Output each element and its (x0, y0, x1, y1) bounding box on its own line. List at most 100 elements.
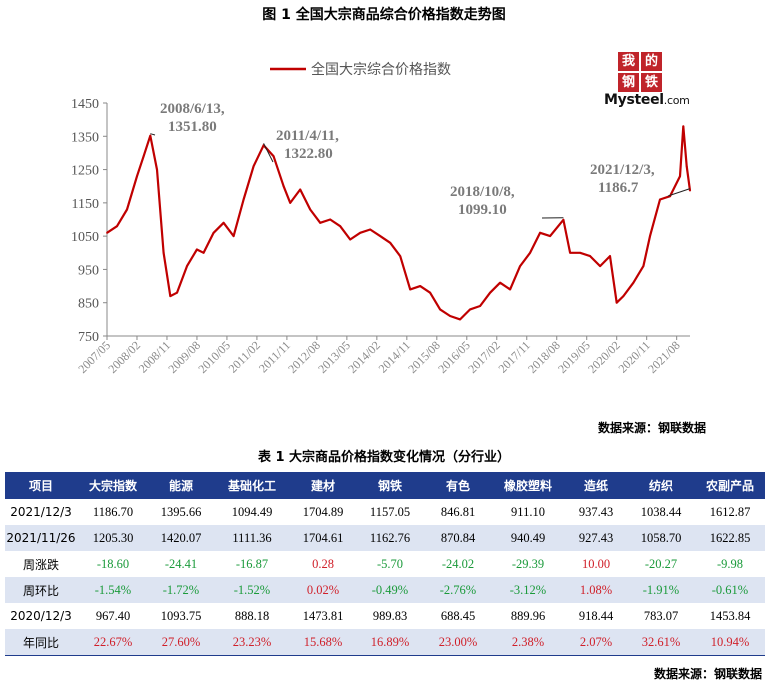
data-point (349, 238, 352, 241)
table-cell: 1157.05 (369, 504, 411, 519)
data-point (232, 235, 235, 238)
data-point (389, 241, 392, 244)
annotation-leader (263, 143, 274, 163)
data-point (459, 318, 462, 321)
data-point (489, 291, 492, 294)
data-point (419, 285, 422, 287)
x-tick-label: 2011/02 (226, 338, 263, 375)
x-tick-label: 2010/05 (195, 338, 233, 376)
x-tick-label: 2020/02 (585, 338, 623, 376)
table-header-cell: 橡胶塑料 (491, 472, 565, 499)
data-point (379, 235, 382, 238)
table-cell: 1205.30 (77, 525, 149, 551)
data-point (682, 125, 685, 128)
table-cell: 1111.36 (213, 525, 291, 551)
annotation-date: 2018/10/8, (450, 184, 515, 200)
table-header-cell: 能源 (149, 472, 213, 499)
annotation-value: 1351.80 (168, 119, 217, 135)
data-point (309, 208, 312, 211)
table-cell: 0.28 (312, 556, 334, 571)
data-point (176, 291, 178, 294)
table-row: 年同比 22.67% 27.60% 23.23% 15.68% 16.89% 23.00% 2… (5, 629, 765, 656)
data-point (599, 265, 601, 267)
table-cell: 1094.49 (231, 504, 273, 519)
x-tick-label: 2020/11 (615, 338, 652, 375)
table-cell: 10.94% (695, 629, 765, 656)
y-tick-label: 1350 (71, 130, 99, 145)
chart-source: 数据来源：钢联数据 (597, 421, 706, 435)
row-label: 年同比 (5, 629, 77, 656)
table-cell: -0.49% (355, 577, 425, 603)
data-point (186, 265, 188, 267)
data-point (429, 291, 432, 294)
table-header-cell: 钢铁 (355, 472, 425, 499)
data-point (642, 265, 645, 267)
annotation-leader (150, 133, 156, 136)
data-point (499, 281, 502, 284)
table-header-cell: 大宗指数 (77, 472, 149, 499)
x-tick-label: 2017/02 (465, 338, 503, 376)
table-row: 2020/12/3 967.40 1093.75 888.18 1473.81 989.8… (5, 603, 765, 629)
data-point (142, 155, 145, 158)
data-point (519, 265, 521, 267)
data-point (439, 308, 442, 311)
data-point (116, 225, 118, 228)
data-point (622, 295, 625, 297)
table-cell: 1453.84 (709, 608, 751, 623)
data-point (449, 315, 452, 317)
index-change-table: 项目 大宗指数 能源 基础化工 建材 钢铁 有色 橡胶塑料 造纸 纺织 农副产品 2021/12/3… (5, 472, 765, 656)
legend-label: 全国大宗综合价格指数 (311, 61, 451, 78)
data-point (589, 255, 591, 258)
table-header-cell: 基础化工 (213, 472, 291, 499)
table-cell: 1704.89 (302, 504, 344, 519)
table-cell: 2.07% (565, 629, 627, 656)
data-point (272, 155, 275, 158)
data-point (539, 231, 541, 234)
data-point (149, 134, 152, 137)
table-row: 2021/11/26 1205.30 1420.07 1111.36 1704.61 11… (5, 525, 765, 551)
data-point (169, 295, 172, 297)
table-source: 数据来源：钢联数据 (653, 667, 762, 681)
data-point (479, 305, 482, 307)
y-tick-label: 950 (78, 263, 99, 278)
table-cell: 23.23% (213, 629, 291, 656)
data-point (409, 288, 412, 291)
x-tick-label: 2015/08 (405, 338, 443, 376)
data-point (689, 189, 691, 192)
table-cell: 10.00 (581, 556, 611, 571)
y-tick-label: 750 (78, 330, 99, 345)
table-cell: 1093.75 (160, 608, 202, 623)
table-cell: 846.81 (440, 504, 476, 519)
table-cell: 1420.07 (149, 525, 213, 551)
data-point (106, 231, 108, 234)
data-point (196, 248, 198, 251)
table-header-cell: 建材 (291, 472, 355, 499)
table-cell: 967.40 (95, 608, 131, 623)
table-header-cell: 农副产品 (695, 472, 765, 499)
table-cell: 989.83 (372, 608, 408, 623)
table-cell: -18.60 (96, 556, 130, 571)
table-header-cell: 造纸 (565, 472, 627, 499)
data-point (319, 221, 322, 224)
table-cell: 1395.66 (160, 504, 202, 519)
logo-brand: Mysteel (604, 92, 664, 108)
table-cell: 1704.61 (291, 525, 355, 551)
y-tick-label: 1250 (71, 164, 99, 179)
table-cell: -0.61% (695, 577, 765, 603)
table-cell: -3.12% (491, 577, 565, 603)
table-header-cell: 项目 (5, 472, 77, 499)
table-cell: -24.02 (441, 556, 475, 571)
row-label: 2020/12/3 (10, 609, 72, 623)
x-tick-label: 2008/02 (105, 338, 143, 376)
table-cell: 1186.70 (92, 504, 134, 519)
data-point (369, 228, 372, 231)
data-point (649, 235, 651, 238)
data-point (136, 175, 138, 178)
logo-suffix: .com (663, 94, 690, 107)
row-label: 周环比 (5, 577, 77, 603)
table-cell: 888.18 (234, 608, 270, 623)
data-point (509, 288, 512, 291)
table-header-row: 项目 大宗指数 能源 基础化工 建材 钢铁 有色 橡胶塑料 造纸 纺织 农副产品 (5, 472, 765, 499)
x-tick-label: 2016/05 (435, 338, 473, 376)
data-point (609, 255, 611, 258)
